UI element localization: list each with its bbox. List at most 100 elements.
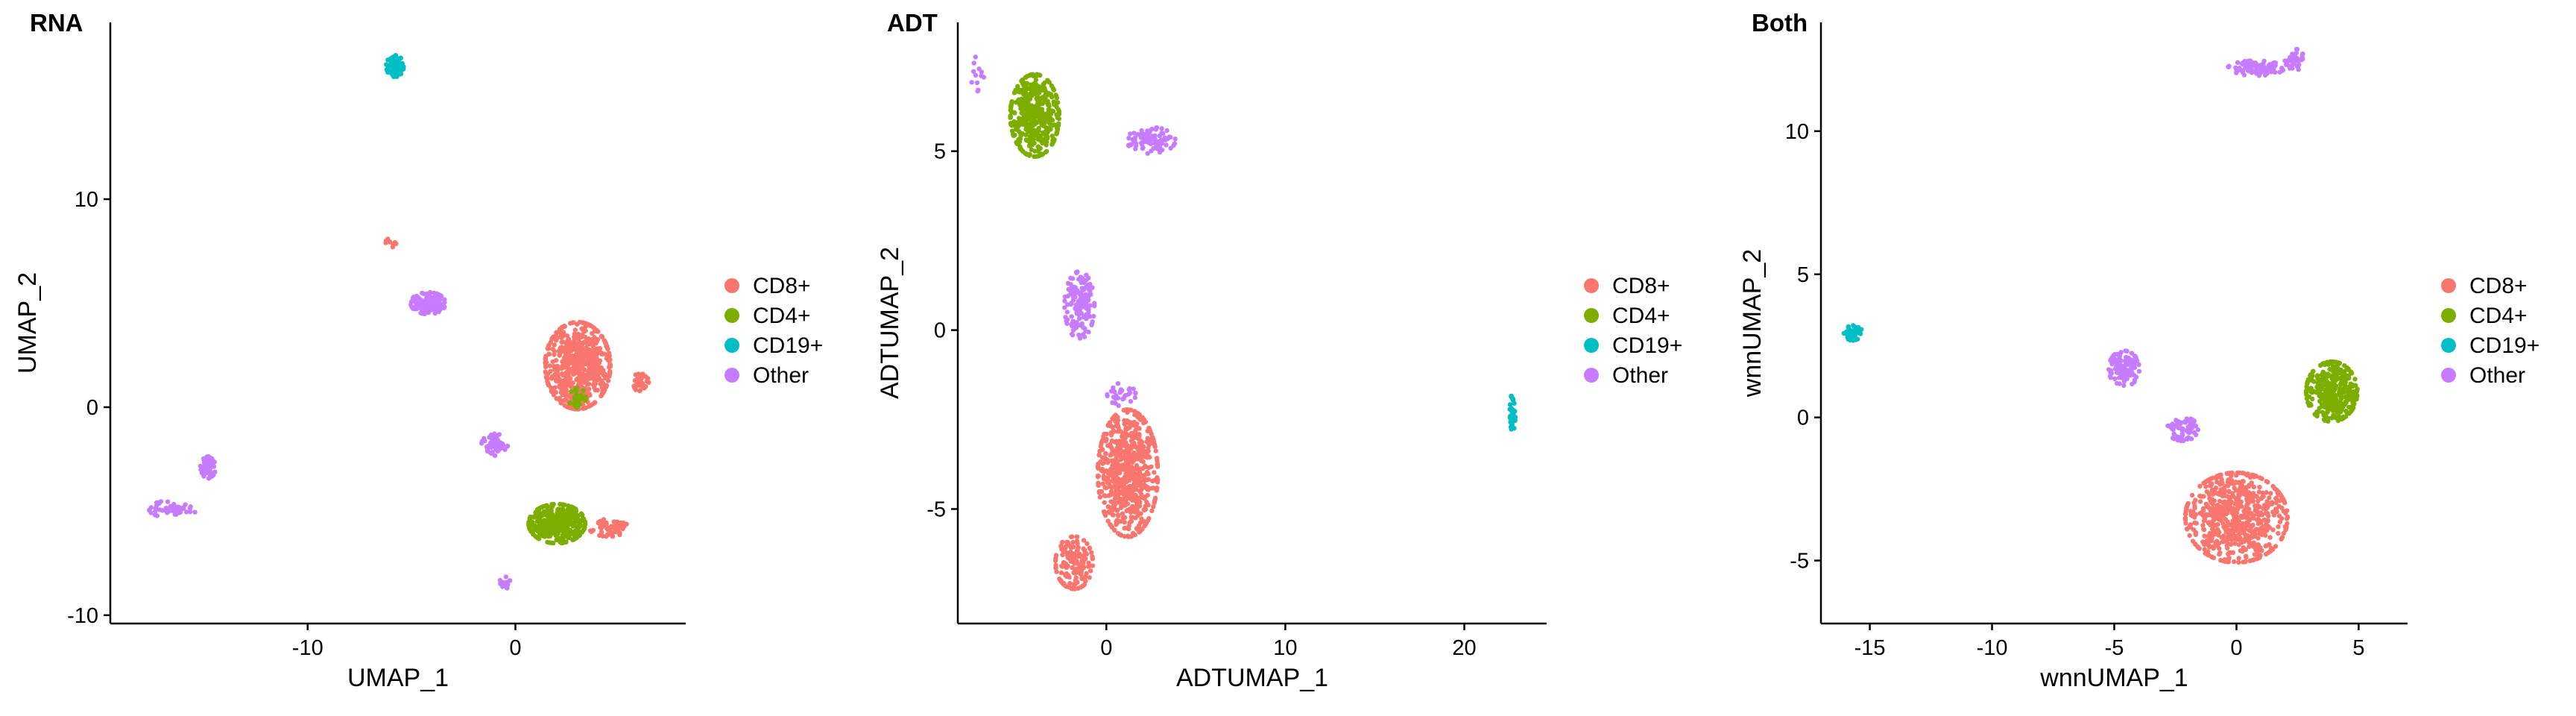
point-cd8-pos: [2227, 497, 2232, 502]
point-cd8-pos: [1154, 488, 1160, 493]
point-cd4-pos: [1049, 118, 1055, 123]
point-cd4-pos: [1039, 120, 1044, 125]
point-cd4-pos: [2334, 359, 2339, 365]
legend-label: CD19+: [753, 333, 823, 358]
point-cd8-pos: [1067, 543, 1073, 548]
point-cd8-pos: [557, 376, 562, 382]
point-cd8-pos: [2243, 559, 2248, 565]
point-cd8-pos: [2272, 486, 2278, 492]
point-cd8-pos: [554, 396, 559, 401]
legend-label: CD4+: [753, 304, 811, 328]
point-cd8-pos: [561, 339, 566, 345]
point-cd8-pos: [1059, 563, 1064, 568]
point-cd8-pos: [2253, 503, 2258, 509]
point-other: [1133, 146, 1138, 151]
y-tick-label: 0: [934, 319, 946, 343]
legend-key-other: [1584, 368, 1599, 383]
point-cd8-pos: [1128, 438, 1134, 444]
point-cd8-pos: [2235, 534, 2241, 539]
point-cd8-pos: [595, 336, 601, 342]
point-cd8-pos: [594, 371, 599, 377]
y-axis-title: ADTUMAP_2: [876, 247, 904, 399]
point-cd8-pos: [1143, 463, 1148, 468]
y-tick-label: 10: [75, 188, 98, 212]
point-cd8-pos: [2202, 533, 2207, 538]
point-cd8-pos: [557, 327, 563, 332]
point-cd8-pos: [1118, 496, 1124, 502]
legend-key-cd4-pos: [724, 308, 739, 323]
point-cd8-pos: [1104, 485, 1109, 491]
point-cd4-pos: [1050, 137, 1055, 142]
point-cd8-pos: [2203, 484, 2209, 489]
point-cd8-pos: [2232, 486, 2237, 491]
point-cd8-pos: [1114, 488, 1119, 494]
point-cd4-pos: [1046, 80, 1052, 85]
point-cd4-pos: [575, 523, 581, 529]
point-cd8-pos: [1076, 565, 1082, 571]
point-other: [1165, 136, 1170, 142]
point-other: [203, 465, 209, 470]
point-other: [1120, 396, 1126, 402]
point-cd8-pos: [2211, 555, 2216, 560]
point-other: [2182, 419, 2188, 424]
point-cd8-pos: [2267, 535, 2273, 540]
point-cd8-pos: [558, 380, 564, 386]
point-other: [2261, 58, 2267, 64]
point-cd8-pos: [1053, 565, 1058, 571]
point-cd8-pos: [543, 360, 548, 365]
point-cd8-pos: [610, 534, 615, 539]
point-cd8-pos: [1071, 582, 1076, 587]
point-cd4-pos: [530, 531, 535, 536]
point-other: [1073, 302, 1079, 307]
point-cd4-pos: [572, 403, 578, 408]
point-cd8-pos: [2208, 544, 2213, 549]
point-cd8-pos: [549, 376, 555, 381]
point-cd8-pos: [1098, 444, 1103, 449]
point-cd8-pos: [1128, 420, 1133, 425]
point-cd4-pos: [543, 503, 549, 509]
point-cd19-pos: [1846, 324, 1851, 330]
point-cd8-pos: [1123, 465, 1129, 471]
point-cd4-pos: [1028, 72, 1034, 78]
y-tick-label: 5: [1797, 263, 1809, 287]
point-cd4-pos: [1045, 129, 1050, 134]
legend-label: CD19+: [2469, 333, 2539, 358]
point-cd8-pos: [1120, 518, 1125, 524]
point-other: [1068, 275, 1073, 280]
point-cd4-pos: [2308, 403, 2314, 408]
point-cd4-pos: [2336, 392, 2342, 397]
point-cd4-pos: [1036, 148, 1041, 154]
point-cd4-pos: [527, 516, 532, 521]
point-other: [1134, 141, 1139, 146]
point-other: [1073, 306, 1078, 311]
point-cd8-pos: [588, 375, 593, 381]
point-cd8-pos: [581, 372, 587, 378]
point-cd8-pos: [2201, 527, 2207, 533]
point-cd8-pos: [1096, 482, 1101, 488]
point-other: [1140, 145, 1146, 151]
point-cd4-pos: [554, 523, 559, 528]
point-cd8-pos: [559, 345, 564, 351]
point-cd4-pos: [1040, 101, 1045, 107]
point-other: [1081, 278, 1087, 283]
point-cd8-pos: [2195, 544, 2200, 550]
legend-label: Other: [753, 363, 809, 388]
point-cd19-pos: [398, 70, 403, 75]
point-cd4-pos: [2337, 416, 2343, 421]
point-cd4-pos: [2334, 409, 2340, 414]
point-cd8-pos: [2202, 518, 2208, 523]
point-other: [2171, 431, 2176, 436]
point-other: [2121, 367, 2127, 373]
point-cd8-pos: [1152, 470, 1157, 475]
point-other: [1126, 136, 1131, 141]
point-cd4-pos: [2305, 380, 2310, 386]
point-cd8-pos: [599, 524, 604, 529]
point-cd8-pos: [563, 391, 569, 396]
point-cd8-pos: [1108, 489, 1114, 494]
point-cd8-pos: [2247, 558, 2253, 564]
point-cd8-pos: [1070, 539, 1076, 545]
point-cd4-pos: [1054, 130, 1060, 136]
point-cd4-pos: [1026, 113, 1031, 118]
point-cd8-pos: [1137, 450, 1143, 456]
point-cd19-pos: [394, 74, 400, 79]
